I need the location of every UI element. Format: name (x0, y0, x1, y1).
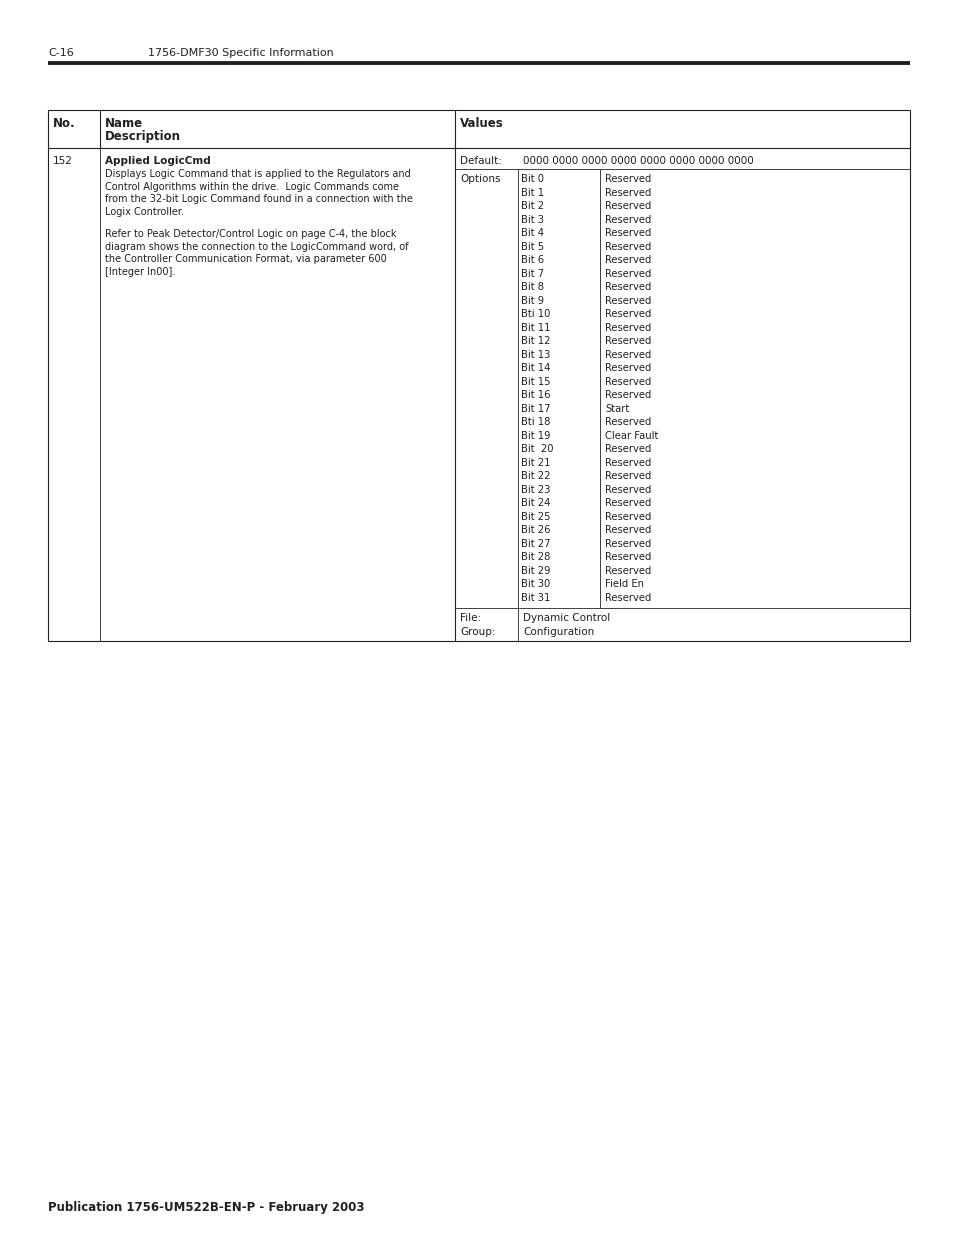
Text: [Integer In00].: [Integer In00]. (105, 266, 175, 276)
Text: 152: 152 (53, 157, 72, 167)
Text: Bit 9: Bit 9 (520, 296, 543, 306)
Text: Bit 11: Bit 11 (520, 322, 550, 332)
Text: 1756-DMF30 Specific Information: 1756-DMF30 Specific Information (148, 48, 334, 58)
Text: Reserved: Reserved (604, 457, 651, 467)
Text: Bit 12: Bit 12 (520, 336, 550, 346)
Text: Reserved: Reserved (604, 471, 651, 481)
Text: Dynamic Control: Dynamic Control (522, 613, 610, 623)
Text: Bit  20: Bit 20 (520, 444, 553, 454)
Text: Bit 26: Bit 26 (520, 525, 550, 534)
Text: Reserved: Reserved (604, 485, 651, 495)
Text: Bit 23: Bit 23 (520, 485, 550, 495)
Text: Control Algorithms within the drive.  Logic Commands come: Control Algorithms within the drive. Log… (105, 181, 398, 191)
Text: Reserved: Reserved (604, 188, 651, 198)
Text: Field En: Field En (604, 579, 643, 589)
Text: Reserved: Reserved (604, 349, 651, 359)
Text: Bit 1: Bit 1 (520, 188, 543, 198)
Text: 0000 0000 0000 0000 0000 0000 0000 0000: 0000 0000 0000 0000 0000 0000 0000 0000 (522, 157, 753, 167)
Text: Bit 2: Bit 2 (520, 201, 543, 211)
Text: Reserved: Reserved (604, 593, 651, 603)
Text: Logix Controller.: Logix Controller. (105, 206, 184, 216)
Text: Reserved: Reserved (604, 215, 651, 225)
Text: the Controller Communication Format, via parameter 600: the Controller Communication Format, via… (105, 254, 386, 264)
Text: Bit 28: Bit 28 (520, 552, 550, 562)
Text: Clear Fault: Clear Fault (604, 430, 658, 440)
Text: Reserved: Reserved (604, 268, 651, 278)
Text: Bit 15: Bit 15 (520, 377, 550, 387)
Text: Bit 22: Bit 22 (520, 471, 550, 481)
Text: Reserved: Reserved (604, 322, 651, 332)
Text: Bit 17: Bit 17 (520, 404, 550, 414)
Text: Bit 7: Bit 7 (520, 268, 543, 278)
Text: Bit 21: Bit 21 (520, 457, 550, 467)
Text: Options: Options (459, 174, 500, 184)
Text: Reserved: Reserved (604, 525, 651, 534)
Text: Reserved: Reserved (604, 336, 651, 346)
Text: Bit 0: Bit 0 (520, 174, 543, 184)
Text: Name: Name (105, 117, 143, 131)
Text: Bti 10: Bti 10 (520, 310, 550, 319)
Text: Reserved: Reserved (604, 566, 651, 576)
Text: Group:: Group: (459, 626, 495, 636)
Text: Description: Description (105, 131, 181, 143)
Text: Publication 1756-UM522B-EN-P - February 2003: Publication 1756-UM522B-EN-P - February … (48, 1201, 364, 1214)
Text: Bit 29: Bit 29 (520, 566, 550, 576)
Text: Reserved: Reserved (604, 416, 651, 428)
Text: Bit 13: Bit 13 (520, 349, 550, 359)
Text: Bit 5: Bit 5 (520, 241, 543, 251)
Text: No.: No. (53, 117, 75, 131)
Text: Displays Logic Command that is applied to the Regulators and: Displays Logic Command that is applied t… (105, 169, 411, 179)
Text: Configuration: Configuration (522, 626, 594, 636)
Text: Reserved: Reserved (604, 227, 651, 237)
Text: Bit 31: Bit 31 (520, 593, 550, 603)
Text: Bit 27: Bit 27 (520, 538, 550, 548)
Text: Values: Values (459, 117, 503, 131)
Text: Reserved: Reserved (604, 201, 651, 211)
Text: Bit 30: Bit 30 (520, 579, 550, 589)
Text: Reserved: Reserved (604, 498, 651, 508)
Text: Applied LogicCmd: Applied LogicCmd (105, 157, 211, 167)
Text: Bit 19: Bit 19 (520, 430, 550, 440)
Text: Reserved: Reserved (604, 444, 651, 454)
Text: Reserved: Reserved (604, 310, 651, 319)
Text: Start: Start (604, 404, 629, 414)
Text: Reserved: Reserved (604, 255, 651, 265)
Text: from the 32-bit Logic Command found in a connection with the: from the 32-bit Logic Command found in a… (105, 194, 413, 204)
Text: Reserved: Reserved (604, 512, 651, 522)
Text: Bit 24: Bit 24 (520, 498, 550, 508)
Text: Reserved: Reserved (604, 538, 651, 548)
Text: Bit 4: Bit 4 (520, 227, 543, 237)
Text: Reserved: Reserved (604, 363, 651, 373)
Text: Reserved: Reserved (604, 377, 651, 387)
Text: diagram shows the connection to the LogicCommand word, of: diagram shows the connection to the Logi… (105, 241, 408, 251)
Text: Bit 6: Bit 6 (520, 255, 543, 265)
Text: Reserved: Reserved (604, 390, 651, 400)
Text: Bit 16: Bit 16 (520, 390, 550, 400)
Text: File:: File: (459, 613, 480, 623)
Text: C-16: C-16 (48, 48, 73, 58)
Text: Reserved: Reserved (604, 241, 651, 251)
Text: Reserved: Reserved (604, 282, 651, 292)
Text: Bit 25: Bit 25 (520, 512, 550, 522)
Text: Bti 18: Bti 18 (520, 416, 550, 428)
Text: Bit 3: Bit 3 (520, 215, 543, 225)
Text: Default:: Default: (459, 157, 501, 167)
Text: Refer to Peak Detector/Control Logic on page C-4, the block: Refer to Peak Detector/Control Logic on … (105, 229, 396, 239)
Text: Reserved: Reserved (604, 174, 651, 184)
Text: Reserved: Reserved (604, 296, 651, 306)
Text: Reserved: Reserved (604, 552, 651, 562)
Text: Bit 8: Bit 8 (520, 282, 543, 292)
Text: Bit 14: Bit 14 (520, 363, 550, 373)
